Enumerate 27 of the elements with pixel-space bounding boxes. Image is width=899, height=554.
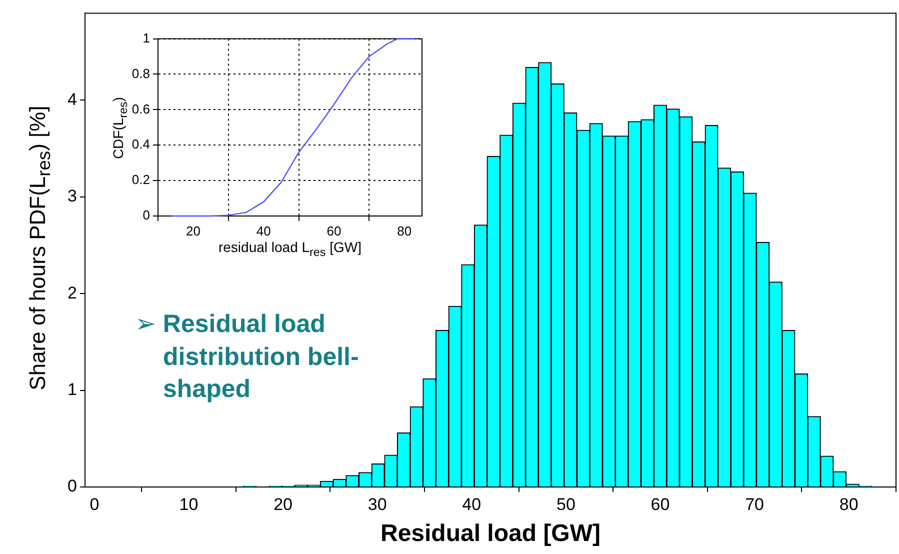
y-tick-label: 0.8 — [132, 66, 150, 81]
x-tick-label: 60 — [326, 223, 342, 238]
y-tick-label: 0.4 — [132, 136, 150, 152]
y-tick-label: 1 — [68, 380, 77, 399]
annotation: ➢ Residual load distribution bell-shaped — [135, 309, 360, 405]
y-tick-label: 1 — [142, 30, 150, 46]
x-tick-label: 50 — [556, 494, 576, 514]
y-tick-label: 3 — [68, 186, 77, 206]
x-tick-label: 40 — [462, 494, 482, 514]
x-tick-label: 60 — [650, 494, 670, 514]
x-axis-title: residual load L$_{res}$ [GW] — [217, 239, 363, 259]
x-axis-title: Residual load [GW] — [379, 520, 602, 548]
y-tick-label: 0 — [68, 476, 77, 496]
x-tick-label: 70 — [745, 494, 764, 514]
x-tick-label: 80 — [839, 494, 858, 514]
x-tick-label: 10 — [179, 494, 198, 514]
x-tick-label: 80 — [397, 223, 412, 238]
y-tick-label: 0.6 — [132, 101, 150, 116]
x-tick-label: 0 — [90, 494, 100, 514]
y-tick-label: 4 — [68, 90, 77, 109]
y-tick-label: 2 — [68, 283, 77, 302]
x-tick-label: 30 — [368, 494, 387, 514]
y-tick-label: 0 — [142, 208, 150, 223]
x-tick-label: 40 — [256, 223, 271, 238]
y-tick-label: 0.2 — [132, 172, 150, 188]
x-tick-label: 20 — [274, 494, 292, 514]
x-tick-label: 20 — [186, 223, 200, 238]
